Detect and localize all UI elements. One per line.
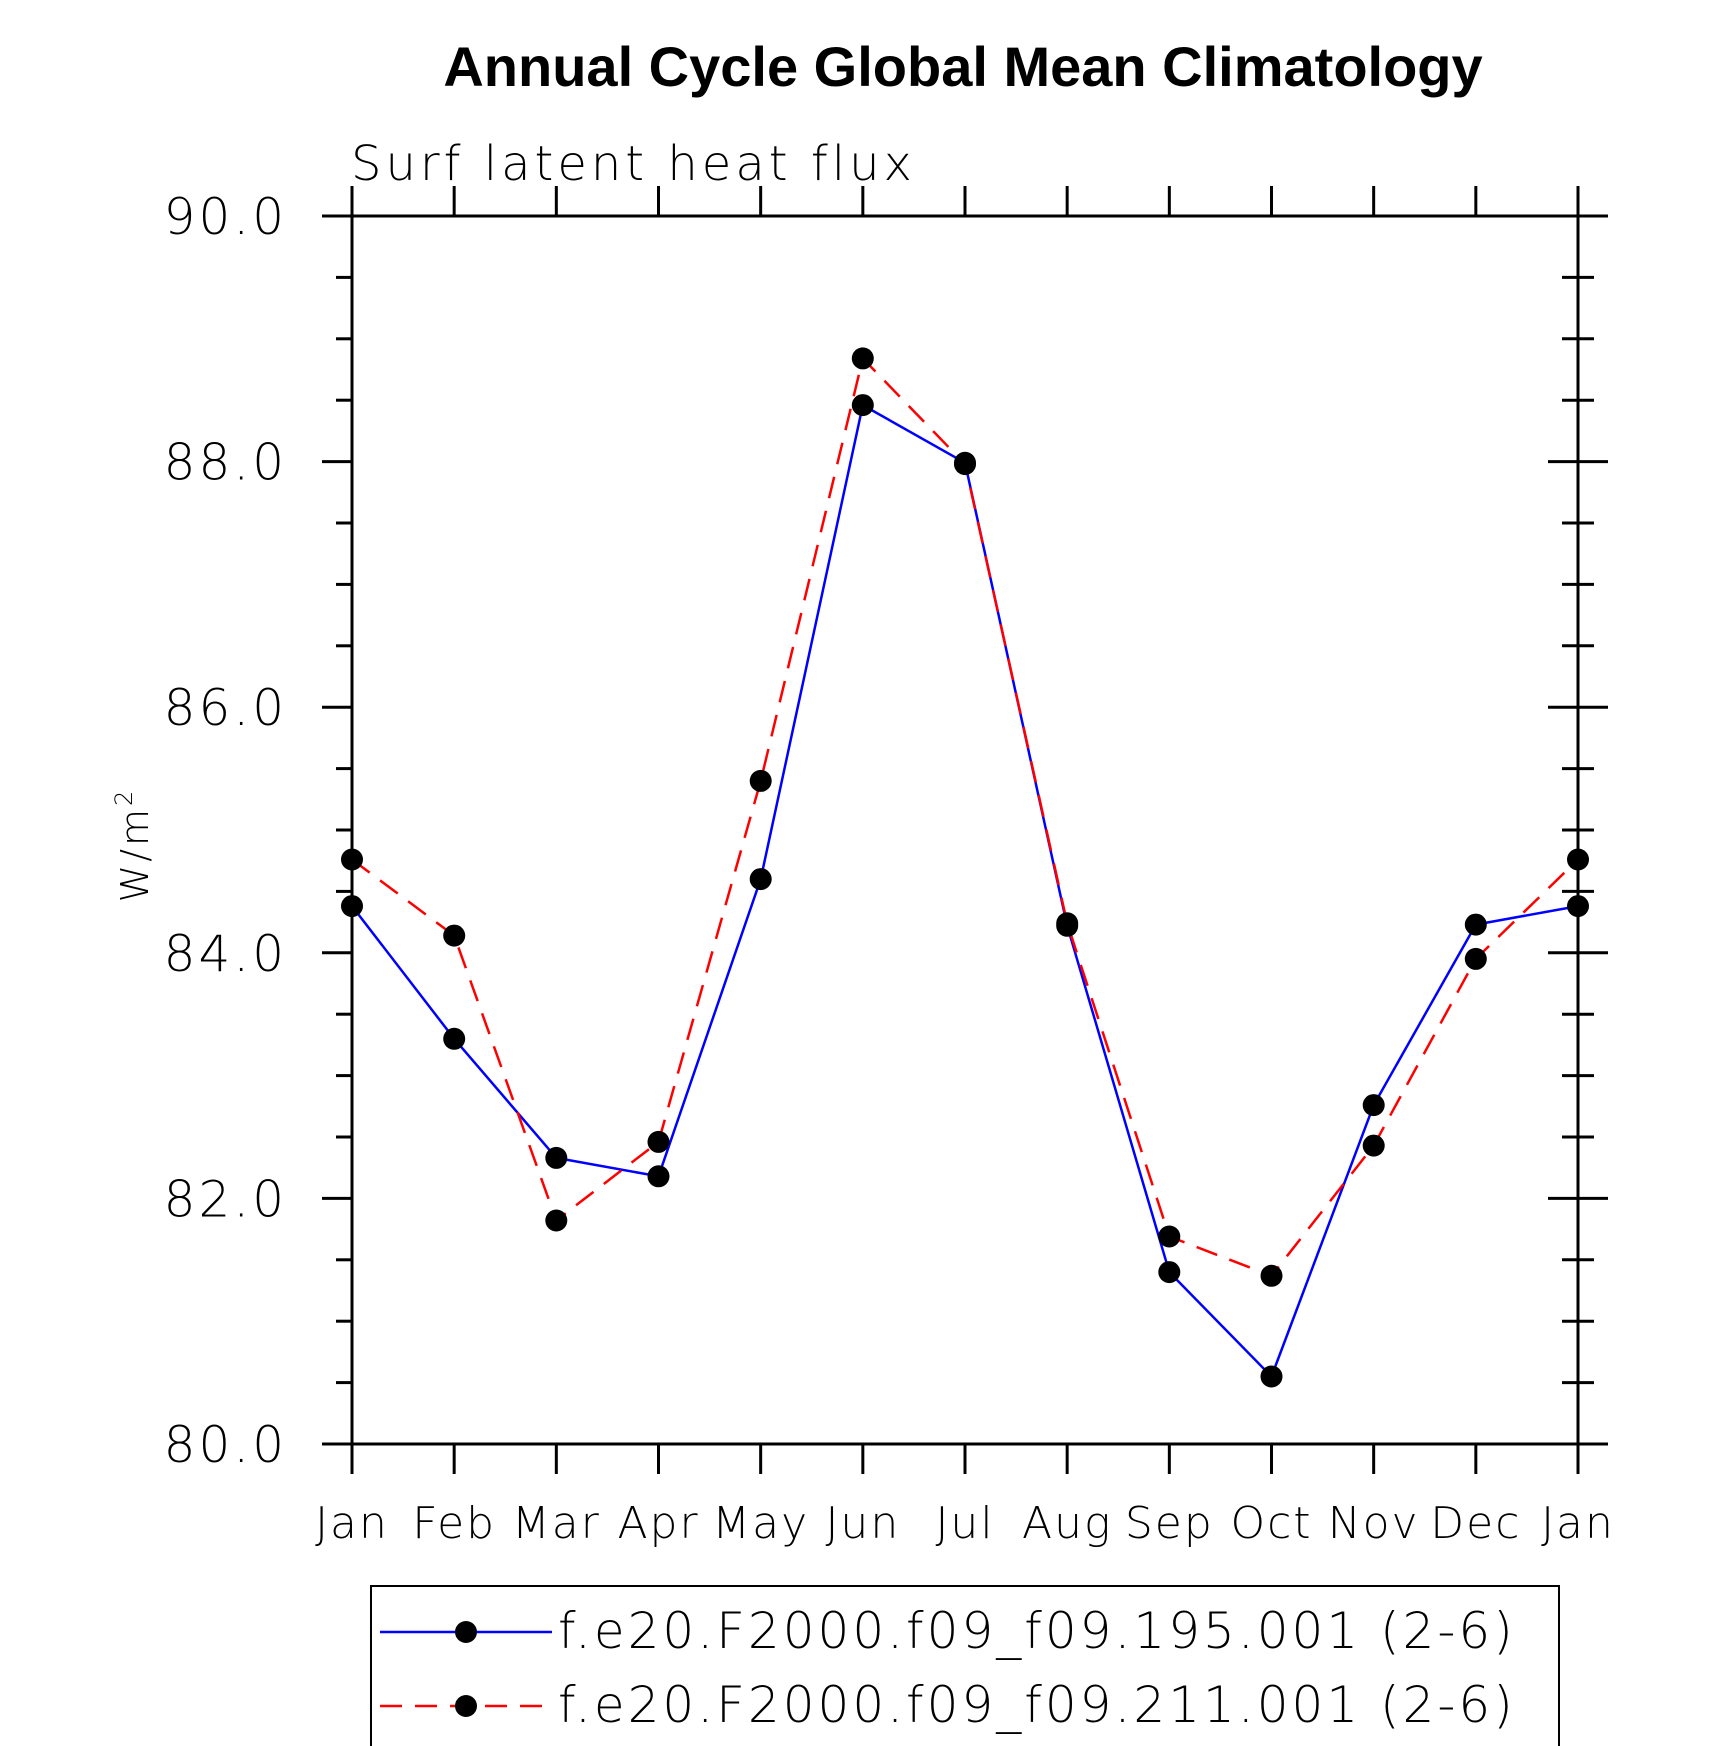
series-1-point xyxy=(1567,895,1589,918)
series-1-point xyxy=(1158,1261,1181,1284)
legend-marker-1 xyxy=(455,1621,477,1643)
x-tick-label: Dec xyxy=(1430,1498,1521,1549)
x-tick-label: Nov xyxy=(1328,1498,1420,1549)
legend-marker-2 xyxy=(455,1695,477,1717)
y-axis-ticks xyxy=(322,214,1608,1446)
y-axis-tick-labels: 80.0 82.0 84.0 86.0 88.0 90.0 xyxy=(164,188,287,1474)
legend: f.e20.F2000.f09_f09.195.001 (2-6) f.e20.… xyxy=(370,1585,1560,1746)
x-tick-label: Oct xyxy=(1230,1498,1312,1549)
chart-title: Annual Cycle Global Mean Climatology xyxy=(443,35,1482,98)
legend-label-1: f.e20.F2000.f09_f09.195.001 (2-6) xyxy=(558,1602,1516,1660)
plot-frame xyxy=(350,214,1580,1446)
y-tick-label: 86.0 xyxy=(164,679,287,737)
series-2-point xyxy=(954,453,976,476)
legend-box xyxy=(370,1585,1560,1746)
chart-subtitle: Surf latent heat flux xyxy=(351,136,916,192)
x-tick-label: Jul xyxy=(935,1498,994,1549)
series-1-point xyxy=(443,1027,466,1050)
x-tick-label: Jan xyxy=(1541,1498,1615,1549)
y-tick-label: 88.0 xyxy=(164,434,287,492)
series-1-point xyxy=(341,895,363,918)
legend-entry-1: f.e20.F2000.f09_f09.195.001 (2-6) xyxy=(380,1602,1516,1660)
series-1-point xyxy=(851,394,874,417)
x-tick-label: Jan xyxy=(315,1498,389,1549)
x-tick-label: Apr xyxy=(617,1498,699,1549)
series-layer xyxy=(341,347,1589,1388)
x-axis-tick-labels: Jan Feb Mar Apr May Jun Jul Aug Sep Oct Nov Dec Jan xyxy=(315,1498,1615,1549)
series-line-2 xyxy=(351,357,1579,1278)
series-2-point xyxy=(851,347,874,370)
y-tick-label: 80.0 xyxy=(164,1416,287,1474)
series-1-point xyxy=(1464,913,1487,936)
series-2-point xyxy=(1362,1134,1385,1157)
series-1-point xyxy=(1260,1365,1283,1388)
series-2-point xyxy=(647,1130,670,1153)
y-tick-label: 90.0 xyxy=(164,188,287,246)
series-2-point xyxy=(749,769,772,792)
series-1-point xyxy=(1362,1094,1385,1117)
series-2-point xyxy=(341,848,363,871)
series-1-point xyxy=(647,1165,670,1188)
x-tick-label: Mar xyxy=(512,1498,601,1549)
x-tick-label: Feb xyxy=(412,1498,496,1549)
series-1-point xyxy=(545,1146,568,1169)
series-2-point xyxy=(1158,1225,1181,1248)
legend-label-2: f.e20.F2000.f09_f09.211.001 (2-6) xyxy=(558,1676,1516,1734)
x-axis-ticks xyxy=(350,186,1580,1474)
series-1-point xyxy=(749,868,772,891)
x-tick-label: Aug xyxy=(1022,1498,1112,1549)
x-tick-label: May xyxy=(712,1498,809,1549)
series-2-point xyxy=(1464,947,1487,970)
series-2-point xyxy=(443,924,466,947)
series-2-point xyxy=(545,1209,568,1232)
y-axis-label: W/m2 xyxy=(110,788,157,903)
x-tick-label: Sep xyxy=(1125,1498,1214,1549)
series-2-point xyxy=(1567,848,1589,871)
x-tick-label: Jun xyxy=(825,1498,900,1549)
series-2-point xyxy=(1260,1264,1283,1287)
series-2-point xyxy=(1056,912,1079,935)
y-tick-label: 84.0 xyxy=(164,925,287,983)
legend-entry-2: f.e20.F2000.f09_f09.211.001 (2-6) xyxy=(380,1676,1516,1734)
series-line-1 xyxy=(351,403,1579,1378)
y-tick-label: 82.0 xyxy=(164,1170,287,1228)
